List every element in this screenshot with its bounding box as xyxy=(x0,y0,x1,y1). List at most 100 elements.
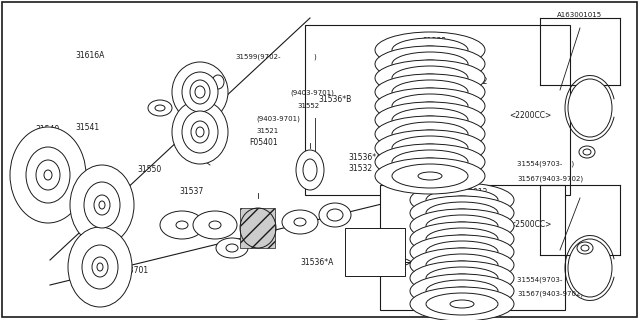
Ellipse shape xyxy=(296,150,324,190)
Ellipse shape xyxy=(418,158,442,166)
Ellipse shape xyxy=(193,211,237,239)
Ellipse shape xyxy=(212,75,224,89)
Text: 31532: 31532 xyxy=(422,37,447,46)
Ellipse shape xyxy=(450,274,474,282)
Ellipse shape xyxy=(375,74,485,110)
Ellipse shape xyxy=(410,209,514,243)
Ellipse shape xyxy=(82,245,118,289)
Ellipse shape xyxy=(40,165,56,185)
Ellipse shape xyxy=(426,267,498,289)
Ellipse shape xyxy=(410,248,514,282)
Bar xyxy=(240,208,275,248)
Ellipse shape xyxy=(450,287,474,295)
Ellipse shape xyxy=(216,238,248,258)
Text: 31616A: 31616A xyxy=(76,51,105,60)
Ellipse shape xyxy=(196,127,204,137)
Ellipse shape xyxy=(176,221,188,229)
Ellipse shape xyxy=(577,242,593,254)
Text: 31541: 31541 xyxy=(76,123,100,132)
Text: <2200CC>: <2200CC> xyxy=(509,111,552,120)
Ellipse shape xyxy=(172,62,228,122)
Ellipse shape xyxy=(450,196,474,204)
Ellipse shape xyxy=(375,32,485,68)
Ellipse shape xyxy=(410,274,514,308)
Text: 31554(9703-    ): 31554(9703- ) xyxy=(517,276,574,283)
Text: F10012: F10012 xyxy=(460,77,488,86)
Ellipse shape xyxy=(195,86,205,98)
Text: 31540: 31540 xyxy=(35,125,60,134)
Ellipse shape xyxy=(182,72,218,112)
Ellipse shape xyxy=(97,263,103,271)
Ellipse shape xyxy=(426,202,498,224)
Ellipse shape xyxy=(84,182,120,228)
Ellipse shape xyxy=(418,116,442,124)
Ellipse shape xyxy=(418,46,442,54)
Text: F10012: F10012 xyxy=(460,188,488,196)
Ellipse shape xyxy=(568,79,612,137)
Ellipse shape xyxy=(450,209,474,217)
Ellipse shape xyxy=(392,38,468,62)
Ellipse shape xyxy=(426,280,498,302)
Ellipse shape xyxy=(375,158,485,194)
Text: G53701: G53701 xyxy=(118,266,148,275)
Ellipse shape xyxy=(410,287,514,320)
Ellipse shape xyxy=(418,102,442,110)
Ellipse shape xyxy=(375,88,485,124)
Ellipse shape xyxy=(327,209,343,221)
Ellipse shape xyxy=(92,257,108,277)
Ellipse shape xyxy=(410,261,514,295)
Ellipse shape xyxy=(410,235,514,269)
Ellipse shape xyxy=(410,183,514,217)
Ellipse shape xyxy=(26,147,70,203)
Text: 31567(9403-9702): 31567(9403-9702) xyxy=(517,291,583,297)
Text: 31599(9702-: 31599(9702- xyxy=(236,54,281,60)
Ellipse shape xyxy=(392,66,468,90)
Text: 31554(9703-    ): 31554(9703- ) xyxy=(517,161,574,167)
Ellipse shape xyxy=(392,80,468,104)
Ellipse shape xyxy=(191,121,209,143)
Ellipse shape xyxy=(319,203,351,227)
Text: 31537: 31537 xyxy=(179,187,204,196)
Text: ): ) xyxy=(314,54,316,60)
Ellipse shape xyxy=(392,108,468,132)
Text: <2500CC>: <2500CC> xyxy=(509,220,552,228)
Ellipse shape xyxy=(160,211,204,239)
Text: 31536*B: 31536*B xyxy=(318,95,351,104)
Ellipse shape xyxy=(426,254,498,276)
Ellipse shape xyxy=(579,146,595,158)
Ellipse shape xyxy=(450,248,474,256)
Ellipse shape xyxy=(209,221,221,229)
Polygon shape xyxy=(380,185,565,310)
Ellipse shape xyxy=(375,130,485,166)
Ellipse shape xyxy=(148,100,172,116)
Ellipse shape xyxy=(375,116,485,152)
Ellipse shape xyxy=(392,164,468,188)
Ellipse shape xyxy=(418,60,442,68)
Ellipse shape xyxy=(426,189,498,211)
Ellipse shape xyxy=(426,293,498,315)
Ellipse shape xyxy=(426,215,498,237)
Text: 31536*A: 31536*A xyxy=(349,153,382,162)
Text: 31521: 31521 xyxy=(256,128,278,133)
Ellipse shape xyxy=(418,172,442,180)
Ellipse shape xyxy=(581,245,589,251)
Ellipse shape xyxy=(418,88,442,96)
Text: (9403-9701): (9403-9701) xyxy=(256,115,300,122)
Ellipse shape xyxy=(418,74,442,82)
Text: 31540: 31540 xyxy=(211,223,236,232)
Text: 31567(9403-9702): 31567(9403-9702) xyxy=(517,175,583,182)
Ellipse shape xyxy=(450,300,474,308)
Ellipse shape xyxy=(94,195,110,215)
Ellipse shape xyxy=(172,100,228,164)
Ellipse shape xyxy=(450,222,474,230)
Text: 31616D: 31616D xyxy=(198,92,228,101)
Text: 31532: 31532 xyxy=(349,164,373,173)
Ellipse shape xyxy=(392,94,468,118)
Ellipse shape xyxy=(392,122,468,146)
Ellipse shape xyxy=(450,235,474,243)
Ellipse shape xyxy=(294,218,306,226)
Ellipse shape xyxy=(450,261,474,269)
Ellipse shape xyxy=(418,144,442,152)
Ellipse shape xyxy=(99,201,105,209)
Ellipse shape xyxy=(70,165,134,245)
